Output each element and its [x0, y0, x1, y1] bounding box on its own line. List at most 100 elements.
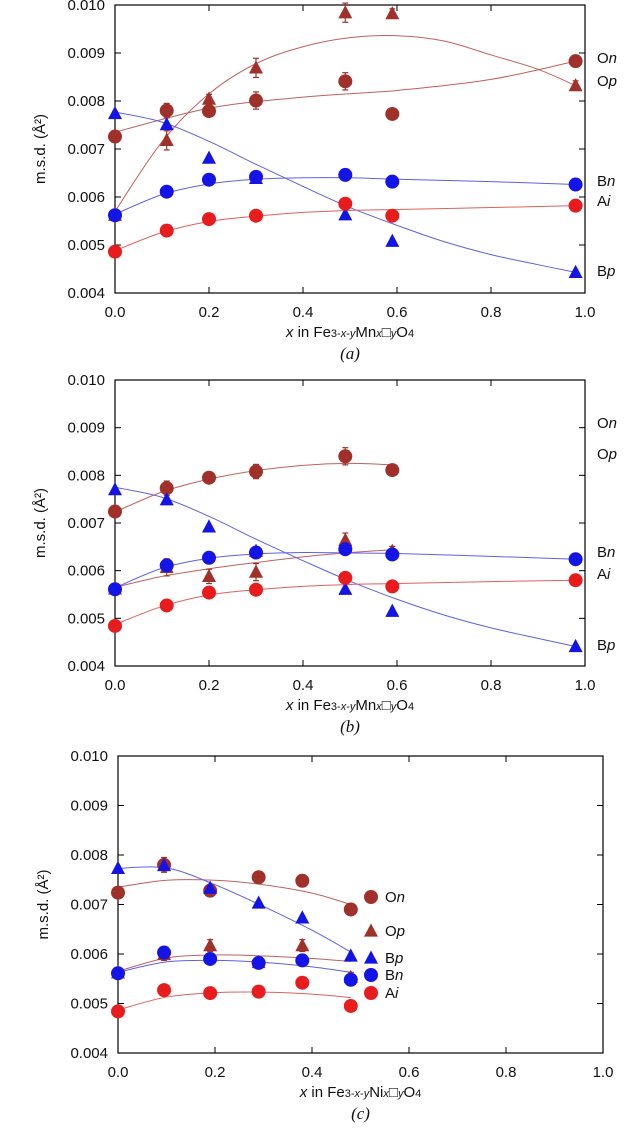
- x-axis-label-part: □: [389, 1084, 398, 1101]
- x-axis-label-part: Mn: [355, 324, 376, 341]
- data-point-on: [111, 885, 125, 900]
- legend-label-letter: A: [385, 985, 395, 1002]
- data-point-op: [202, 91, 216, 105]
- data-point-on: [159, 103, 174, 118]
- legend-label-site: i: [395, 985, 399, 1002]
- legend-label-site: n: [609, 50, 617, 67]
- data-point-bp: [343, 948, 358, 962]
- x-axis-label-part: Mn: [355, 697, 376, 714]
- data-point-bn: [343, 972, 358, 987]
- y-tick-label: 0.006: [67, 189, 105, 206]
- legend-label-letter: O: [597, 73, 609, 90]
- data-point-ai: [568, 573, 583, 588]
- data-point-bn: [108, 208, 122, 223]
- x-axis-label-part: in Fe: [293, 697, 331, 714]
- data-point-bn: [202, 550, 216, 565]
- legend-label-letter: B: [385, 967, 395, 984]
- y-tick-label: 0.004: [67, 658, 105, 675]
- series-op: [108, 2, 583, 221]
- data-point-op: [338, 532, 353, 546]
- x-axis-label-part: □: [382, 324, 391, 341]
- data-point-bn: [385, 174, 400, 189]
- x-axis-label: x in Fe3-x-yMnx□yO4: [285, 324, 414, 341]
- legend-label-on: On: [385, 889, 405, 906]
- data-point-bp: [568, 264, 583, 279]
- legend-label-site: i: [607, 193, 611, 210]
- data-point-on: [343, 902, 358, 917]
- y-tick-label: 0.009: [67, 420, 105, 437]
- x-axis-label-part: x: [340, 701, 347, 713]
- x-tick-label: 0.4: [293, 677, 314, 694]
- x-tick-label: 1.0: [575, 304, 596, 321]
- y-tick-label: 0.010: [70, 748, 108, 765]
- x-tick-label: 0.6: [387, 677, 408, 694]
- legend-label-bn: Bn: [597, 544, 615, 561]
- x-axis-label-part: x: [375, 701, 382, 713]
- series-bp: [108, 105, 583, 279]
- data-point-ai: [111, 1004, 125, 1019]
- y-axis-label: m.s.d. (Å²): [32, 488, 49, 558]
- y-tick-label: 0.006: [67, 563, 105, 580]
- x-axis-label-part: x: [285, 324, 294, 341]
- data-point-bn: [159, 558, 174, 573]
- data-point-bn: [568, 177, 583, 192]
- series-bp: [108, 482, 583, 653]
- x-axis-label-part: □: [382, 697, 391, 714]
- x-tick-label: 0.2: [199, 677, 220, 694]
- x-tick-label: 1.0: [593, 1064, 614, 1081]
- data-point-on: [338, 449, 353, 464]
- x-tick-label: 0.8: [481, 304, 502, 321]
- data-point-ai: [108, 618, 122, 633]
- x-axis-label-part: x: [340, 328, 347, 340]
- series-on: [108, 447, 400, 519]
- data-point-on: [251, 870, 266, 885]
- data-point-bp: [251, 895, 266, 909]
- x-tick-label: 0.8: [481, 677, 502, 694]
- fit-curve-op: [114, 35, 576, 212]
- series-on: [111, 856, 358, 917]
- x-axis-label-part: x: [382, 1088, 389, 1100]
- legend-label-letter: B: [385, 950, 395, 967]
- legend-label-bp: Bp: [385, 950, 403, 967]
- legend-marker-ai: [364, 986, 378, 1000]
- data-point-op: [295, 938, 310, 952]
- x-axis-label-part: y: [390, 328, 398, 340]
- data-point-bp: [202, 519, 216, 533]
- series-ai: [108, 196, 583, 259]
- x-axis-label-part: O: [403, 1084, 415, 1101]
- legend-marker-bp: [364, 950, 378, 964]
- legend-label-site: p: [606, 263, 615, 280]
- legend-label-ai: Ai: [597, 566, 611, 583]
- data-point-bp: [202, 150, 216, 164]
- legend-label-site: p: [606, 637, 615, 654]
- legend-label-bn: Bn: [597, 173, 615, 190]
- data-point-ai: [249, 208, 263, 223]
- fit-curve-bp: [114, 111, 576, 273]
- data-point-ai: [202, 212, 216, 227]
- data-point-bp: [295, 910, 310, 924]
- data-point-ai: [157, 983, 172, 998]
- data-point-on: [159, 481, 174, 496]
- fit-curve-on: [117, 879, 351, 905]
- legend-label-ai: Ai: [385, 985, 399, 1002]
- y-tick-label: 0.005: [67, 237, 105, 254]
- x-tick-label: 0.0: [108, 1064, 129, 1081]
- legend-label-site: n: [607, 173, 615, 190]
- y-tick-label: 0.010: [67, 372, 105, 389]
- legend-label-letter: B: [597, 173, 607, 190]
- data-point-on: [568, 54, 583, 69]
- x-axis-label-part: 3-: [331, 701, 341, 713]
- x-axis-label-part: y: [349, 701, 357, 713]
- data-point-bn: [338, 167, 353, 182]
- x-axis-label-part: in Fe: [307, 1084, 345, 1101]
- x-tick-label: 1.0: [575, 677, 596, 694]
- data-point-ai: [159, 223, 174, 238]
- series-ai: [108, 570, 583, 633]
- fit-curve-bn: [114, 177, 576, 215]
- x-axis-label-part: 4: [415, 1088, 421, 1100]
- x-tick-label: 0.4: [302, 1064, 323, 1081]
- legend-label-site: p: [608, 73, 617, 90]
- x-tick-label: 0.2: [199, 304, 220, 321]
- series-ai: [111, 975, 358, 1019]
- data-point-bp: [159, 492, 174, 506]
